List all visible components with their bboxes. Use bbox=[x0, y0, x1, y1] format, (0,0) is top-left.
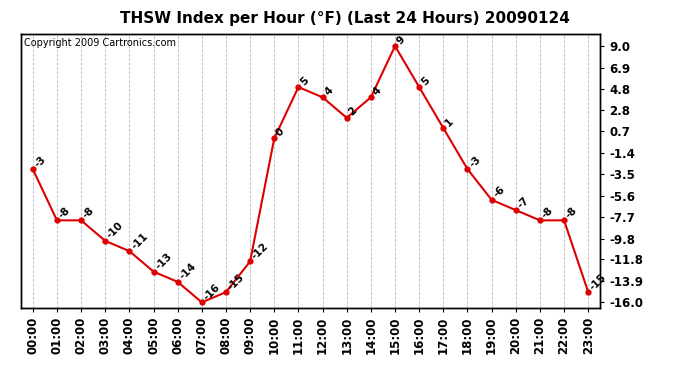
Text: Copyright 2009 Cartronics.com: Copyright 2009 Cartronics.com bbox=[23, 38, 175, 48]
Text: -15: -15 bbox=[226, 272, 246, 292]
Text: -15: -15 bbox=[588, 272, 609, 292]
Text: 0: 0 bbox=[274, 126, 286, 138]
Text: 2: 2 bbox=[346, 106, 359, 118]
Text: 4: 4 bbox=[322, 85, 335, 98]
Text: 1: 1 bbox=[443, 116, 455, 128]
Text: -16: -16 bbox=[201, 282, 222, 302]
Text: -8: -8 bbox=[564, 205, 580, 220]
Text: 9: 9 bbox=[395, 34, 407, 46]
Text: -10: -10 bbox=[105, 220, 126, 241]
Text: -11: -11 bbox=[129, 231, 150, 251]
Text: -8: -8 bbox=[540, 205, 555, 220]
Text: 4: 4 bbox=[371, 85, 383, 98]
Text: 5: 5 bbox=[298, 75, 310, 87]
Text: -14: -14 bbox=[177, 261, 198, 282]
Text: -13: -13 bbox=[153, 251, 174, 272]
Text: 5: 5 bbox=[419, 75, 431, 87]
Text: -3: -3 bbox=[33, 154, 48, 169]
Text: -12: -12 bbox=[250, 241, 270, 261]
Text: -8: -8 bbox=[81, 205, 97, 220]
Text: -3: -3 bbox=[467, 154, 483, 169]
Text: -6: -6 bbox=[491, 184, 507, 200]
Text: -8: -8 bbox=[57, 205, 72, 220]
Text: -7: -7 bbox=[515, 195, 531, 210]
Text: THSW Index per Hour (°F) (Last 24 Hours) 20090124: THSW Index per Hour (°F) (Last 24 Hours)… bbox=[120, 11, 570, 26]
